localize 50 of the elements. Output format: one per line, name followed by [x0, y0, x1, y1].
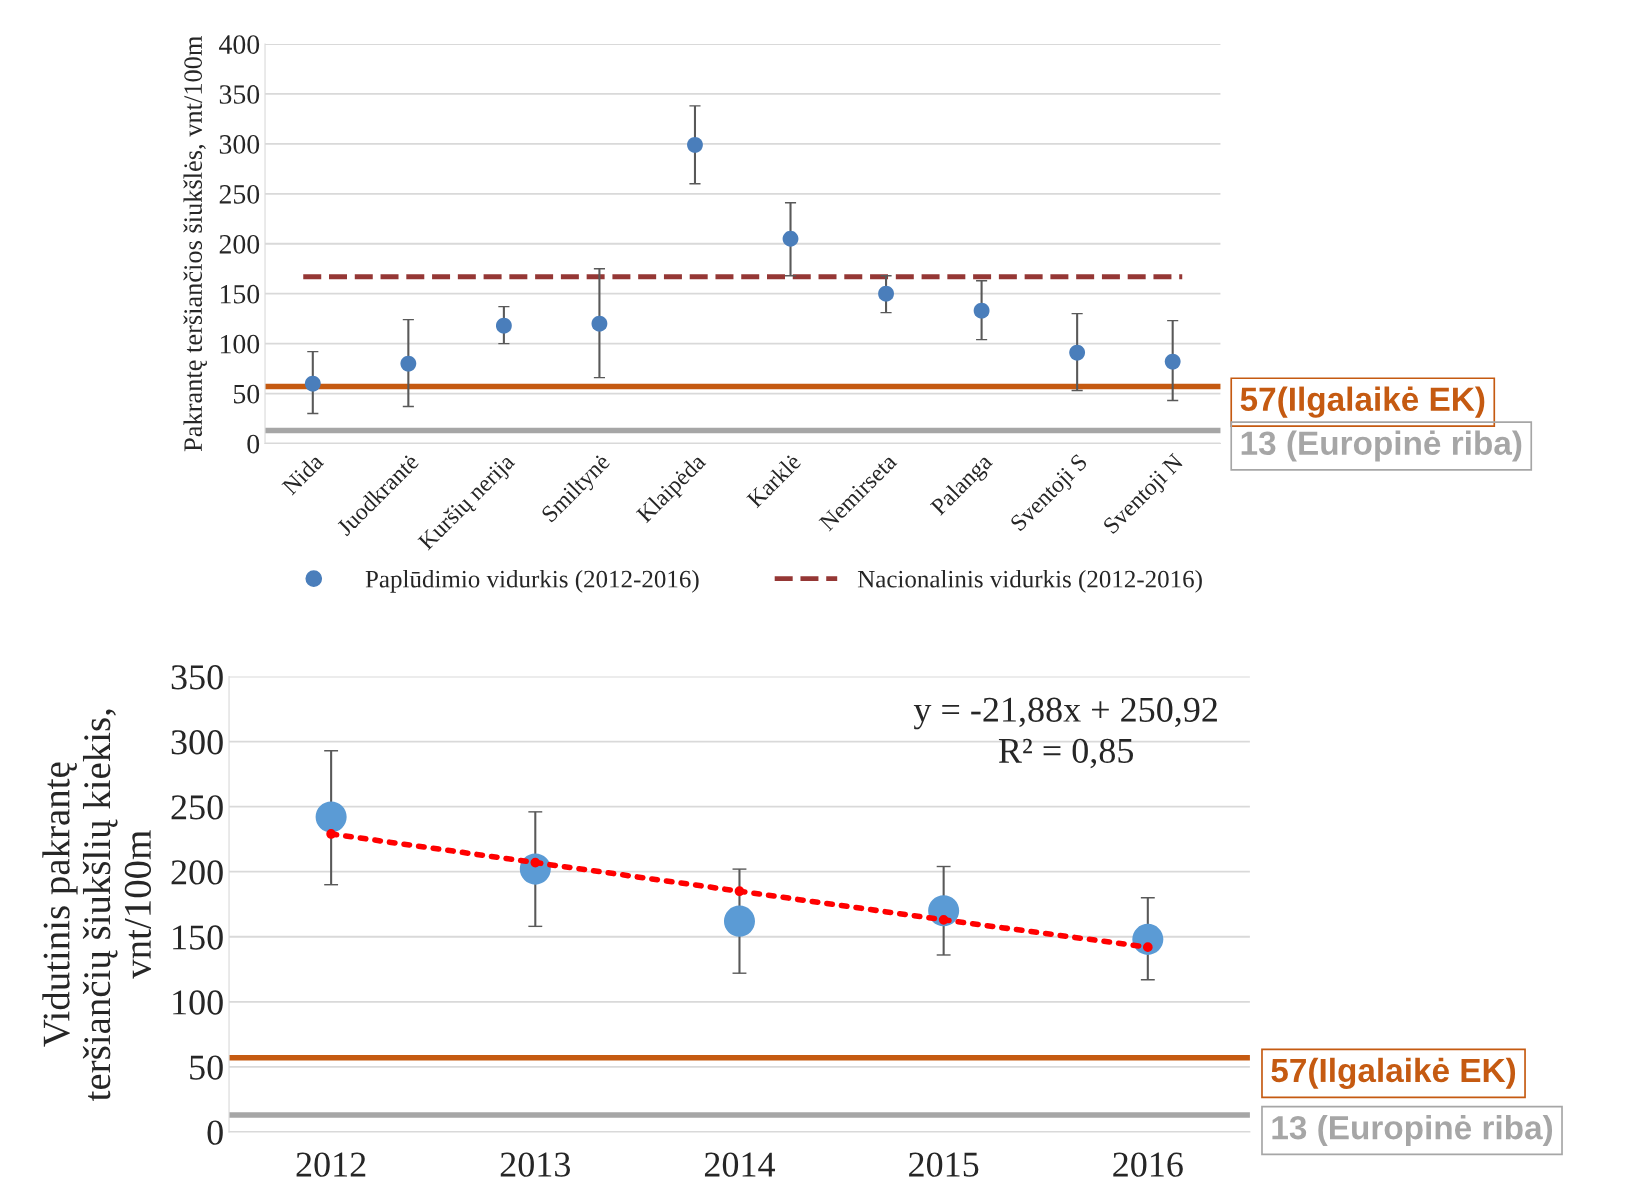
- x-tick-label: 2014: [704, 1152, 776, 1177]
- point: [1164, 353, 1181, 370]
- legend-label: Paplūdimio vidurkis (2012-2016): [365, 570, 699, 593]
- point: [782, 230, 799, 247]
- y-tick-label: 300: [219, 135, 260, 154]
- y-tick-label: 100: [173, 990, 223, 1015]
- y-tick-label: 50: [234, 384, 260, 404]
- x-tick-label: 2016: [1113, 1152, 1183, 1177]
- y-tick-label: 50: [190, 1055, 223, 1080]
- point: [315, 801, 347, 833]
- point: [973, 302, 990, 319]
- point: [591, 315, 608, 332]
- ref-line-label: 13 (Europinė riba): [1272, 1115, 1553, 1147]
- point: [687, 136, 703, 153]
- ref-line-label: 57(Ilgalaikė EK): [1240, 386, 1485, 418]
- point: [723, 905, 755, 937]
- y-axis-title: Vidutinis pakrantę teršiančių šiukšlių kiekis, vnt/100m: [42, 709, 151, 1101]
- ref-line-label: 57(Ilgalaikė EK): [1271, 1057, 1516, 1089]
- y-tick-label: 350: [219, 85, 260, 104]
- x-tick-label: Nida: [280, 452, 325, 496]
- y-tick-label: 100: [220, 334, 260, 354]
- y-tick-label: 200: [219, 234, 260, 254]
- y-tick-label: 250: [171, 795, 223, 820]
- legend-label: Nacionalinis vidurkis (2012-2016): [857, 570, 1202, 593]
- point: [304, 375, 321, 392]
- point: [878, 285, 894, 302]
- x-tick-label: 2012: [296, 1152, 366, 1177]
- x-tick-label: 2013: [500, 1152, 570, 1177]
- annotation: R² = 0,85: [998, 738, 1133, 769]
- y-tick-label: 0: [247, 434, 260, 454]
- point: [326, 829, 336, 839]
- y-tick-label: 0: [207, 1120, 223, 1145]
- point: [530, 857, 541, 868]
- y-tick-label: 200: [171, 860, 223, 885]
- y-tick-label: 150: [173, 925, 223, 950]
- y-tick-label: 250: [219, 184, 260, 204]
- point: [495, 317, 512, 334]
- y-tick-label: 300: [171, 730, 223, 755]
- point: [734, 886, 745, 897]
- point: [400, 355, 417, 372]
- point: [1069, 344, 1086, 361]
- point: [1142, 942, 1153, 953]
- ref-line-label: 13 (Europinė riba): [1241, 430, 1522, 462]
- annotation: y = -21,88x + 250,92: [913, 697, 1217, 730]
- point: [938, 914, 949, 925]
- y-axis-title: Pakrantę teršiančios šiukšlės, vnt/100m: [183, 36, 207, 452]
- x-tick-label: 2015: [909, 1152, 979, 1177]
- y-tick-label: 350: [171, 665, 223, 690]
- y-tick-label: 400: [219, 35, 260, 54]
- y-tick-label: 150: [220, 284, 260, 304]
